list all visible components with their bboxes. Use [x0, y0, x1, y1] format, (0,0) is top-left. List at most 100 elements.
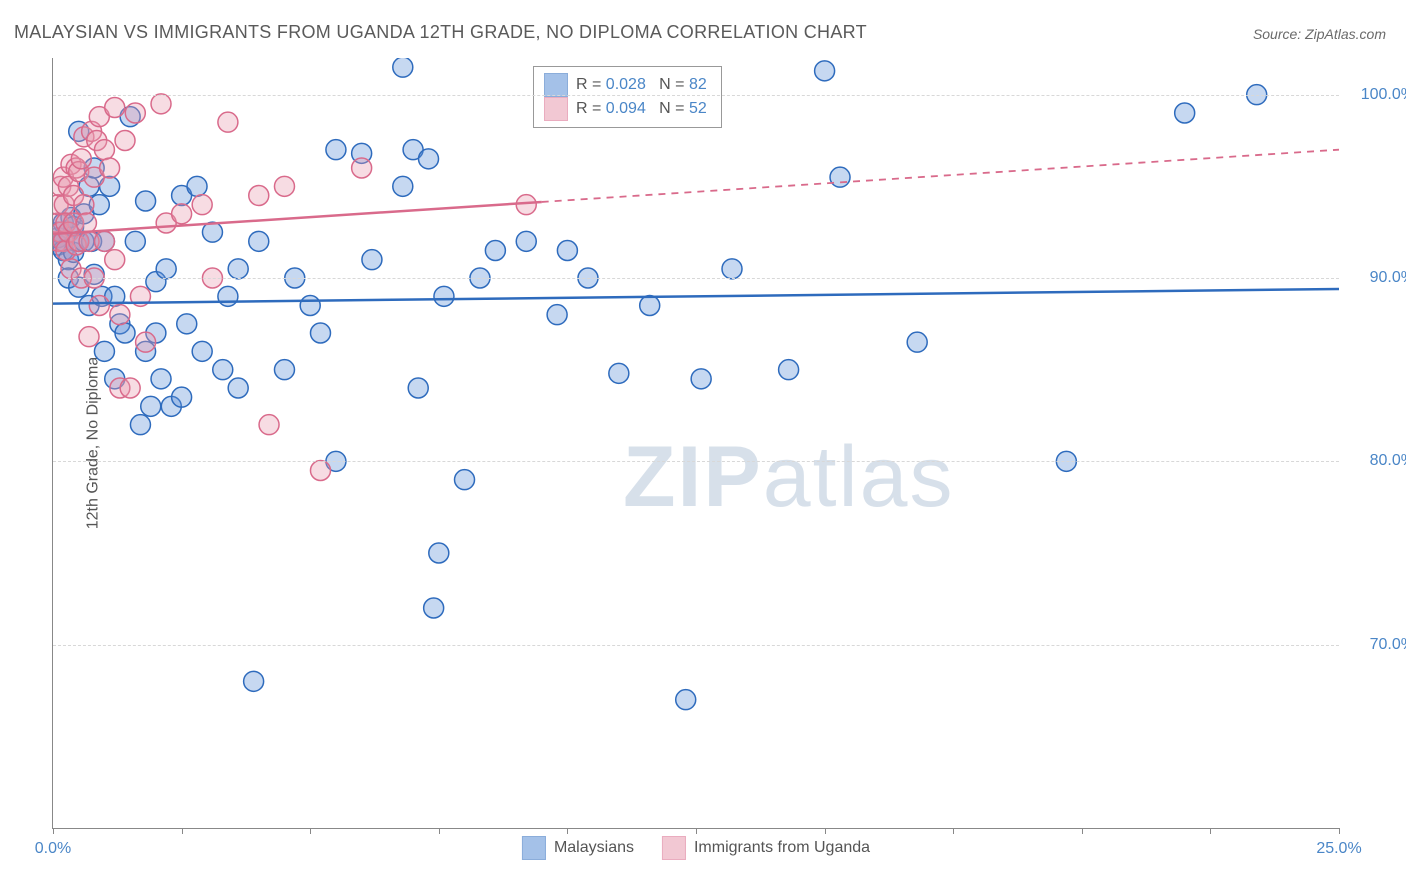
- data-point: [228, 378, 248, 398]
- data-point: [419, 149, 439, 169]
- data-point: [249, 231, 269, 251]
- data-point: [300, 296, 320, 316]
- data-point: [310, 323, 330, 343]
- data-point: [187, 176, 207, 196]
- data-point: [156, 259, 176, 279]
- data-point: [71, 149, 91, 169]
- data-point: [429, 543, 449, 563]
- y-tick-label: 80.0%: [1370, 452, 1406, 470]
- data-point: [676, 690, 696, 710]
- data-point: [172, 387, 192, 407]
- x-tick: [953, 828, 954, 834]
- data-point: [120, 378, 140, 398]
- data-point: [94, 140, 114, 160]
- data-point: [94, 341, 114, 361]
- data-point: [557, 241, 577, 261]
- data-point: [274, 176, 294, 196]
- data-point: [136, 332, 156, 352]
- data-point: [105, 250, 125, 270]
- data-point: [130, 415, 150, 435]
- data-point: [640, 296, 660, 316]
- data-point: [485, 241, 505, 261]
- data-point: [76, 213, 96, 233]
- legend-swatch: [544, 73, 568, 97]
- data-point: [393, 176, 413, 196]
- trend-line-dashed: [542, 150, 1339, 202]
- trend-line: [53, 289, 1339, 304]
- data-point: [362, 250, 382, 270]
- legend-series: Malaysians Immigrants from Uganda: [522, 836, 870, 860]
- x-tick: [1210, 828, 1211, 834]
- data-point: [172, 204, 192, 224]
- data-point: [434, 286, 454, 306]
- data-point: [274, 360, 294, 380]
- data-point: [218, 286, 238, 306]
- data-point: [105, 98, 125, 118]
- plot-area: 12th Grade, No Diploma ZIPatlas R = 0.02…: [52, 58, 1339, 829]
- data-point: [424, 598, 444, 618]
- legend-swatch: [662, 836, 686, 860]
- trend-line: [53, 202, 542, 234]
- data-point: [125, 231, 145, 251]
- data-point: [115, 323, 135, 343]
- data-point: [74, 195, 94, 215]
- legend-label: Immigrants from Uganda: [694, 839, 870, 857]
- data-point: [94, 231, 114, 251]
- legend-item: Malaysians: [522, 836, 634, 860]
- legend-stats: R = 0.028 N = 82 R = 0.094 N = 52: [533, 66, 722, 128]
- legend-stat-text: R = 0.028 N = 82: [576, 76, 707, 94]
- data-point: [141, 396, 161, 416]
- gridline: [53, 645, 1339, 646]
- data-point: [547, 305, 567, 325]
- data-point: [79, 327, 99, 347]
- data-point: [151, 369, 171, 389]
- data-point: [177, 314, 197, 334]
- data-point: [249, 186, 269, 206]
- legend-swatch: [544, 97, 568, 121]
- data-point: [1175, 103, 1195, 123]
- data-point: [455, 470, 475, 490]
- data-point: [213, 360, 233, 380]
- x-tick: [1339, 828, 1340, 834]
- data-point: [815, 61, 835, 81]
- legend-stat-row: R = 0.094 N = 52: [544, 97, 707, 121]
- legend-swatch: [522, 836, 546, 860]
- y-tick-label: 90.0%: [1370, 269, 1406, 287]
- data-point: [779, 360, 799, 380]
- y-tick-label: 70.0%: [1370, 636, 1406, 654]
- legend-stat-row: R = 0.028 N = 82: [544, 73, 707, 97]
- data-point: [830, 167, 850, 187]
- data-point: [115, 131, 135, 151]
- data-point: [326, 140, 346, 160]
- x-tick: [567, 828, 568, 834]
- y-tick-label: 100.0%: [1361, 86, 1406, 104]
- x-tick: [825, 828, 826, 834]
- data-point: [192, 341, 212, 361]
- legend-item: Immigrants from Uganda: [662, 836, 870, 860]
- data-point: [192, 195, 212, 215]
- gridline: [53, 95, 1339, 96]
- legend-stat-text: R = 0.094 N = 52: [576, 100, 707, 118]
- data-point: [244, 671, 264, 691]
- x-tick: [182, 828, 183, 834]
- data-point: [393, 58, 413, 77]
- data-point: [89, 296, 109, 316]
- data-point: [609, 363, 629, 383]
- data-point: [408, 378, 428, 398]
- data-point: [228, 259, 248, 279]
- data-point: [218, 112, 238, 132]
- x-tick: [439, 828, 440, 834]
- gridline: [53, 278, 1339, 279]
- data-point: [907, 332, 927, 352]
- data-point: [516, 231, 536, 251]
- x-tick: [696, 828, 697, 834]
- legend-label: Malaysians: [554, 839, 634, 857]
- x-tick-label: 0.0%: [35, 840, 71, 858]
- data-point: [151, 94, 171, 114]
- data-point: [722, 259, 742, 279]
- data-point: [691, 369, 711, 389]
- chart-svg: [53, 58, 1339, 828]
- source-label: Source: ZipAtlas.com: [1253, 26, 1386, 42]
- data-point: [352, 158, 372, 178]
- data-point: [100, 158, 120, 178]
